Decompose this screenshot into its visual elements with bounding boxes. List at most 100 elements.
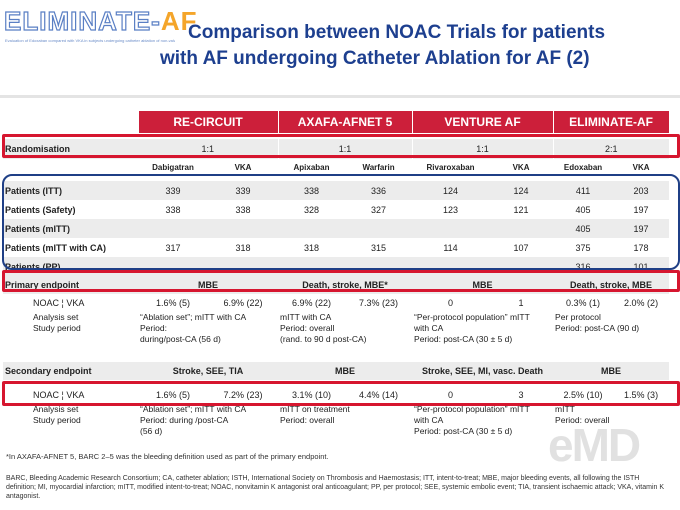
cell: 2.0% (2) [624, 298, 659, 308]
header-divider [0, 95, 680, 98]
cell: 121 [513, 204, 529, 215]
cell [278, 219, 346, 238]
secondary-analysis-row: Analysis set Study period “Ablation set”;… [3, 404, 669, 450]
cell: mITT with CA Period: overall (rand. to 9… [280, 312, 367, 344]
primary-endpoint-highlight [2, 270, 680, 292]
cell: MBE [553, 362, 670, 380]
cell: 197 [633, 204, 649, 215]
cell: mITT on treatment Period: overall [280, 404, 350, 425]
cell: 2:1 [552, 139, 670, 159]
cell [3, 159, 138, 175]
cell: 1 [518, 298, 524, 308]
cell: 3.1% (10) [292, 390, 332, 400]
cell: 338 [235, 204, 251, 215]
row-label: NOAC ¦ VKA [33, 390, 85, 400]
trial-name: VENTURE AF [412, 111, 554, 133]
cell: 1.5% (3) [624, 390, 659, 400]
cell: 197 [613, 219, 670, 238]
drug-name: VKA [512, 162, 530, 172]
cell: Per protocol Period: post-CA (90 d) [555, 312, 640, 333]
cell: 123 [443, 204, 459, 215]
cell: 327 [371, 204, 387, 215]
row-label: NOAC ¦ VKA [33, 298, 85, 308]
cell: 318 [304, 242, 320, 253]
cell: 0 [448, 298, 454, 308]
secondary-noac-highlight [2, 381, 680, 406]
cell: 336 [345, 181, 413, 200]
cell: 0 [448, 390, 454, 400]
row-label: Analysis set Study period [3, 404, 138, 450]
cell: 375 [575, 242, 591, 253]
analysis-set-label: Analysis set [33, 312, 79, 322]
trial-name: RE-CIRCUIT [138, 111, 279, 133]
cell: 328 [304, 204, 320, 215]
slide-title-line1: Comparison between NOAC Trials for patie… [188, 22, 606, 43]
row-label: Secondary endpoint [3, 362, 138, 380]
cell: 114 [443, 242, 458, 253]
cell [489, 219, 554, 238]
row-label: Patients (mITT with CA) [5, 242, 106, 253]
secondary-endpoint-row: Secondary endpoint Stroke, SEE, TIA MBE … [3, 362, 670, 380]
cell: 317 [165, 242, 181, 253]
primary-noac-vka-row: NOAC ¦ VKA 1.6% (5) 6.9% (22) 6.9% (22) 7.… [3, 294, 669, 312]
cell: 338 [165, 204, 181, 215]
study-period-label: Study period [33, 415, 81, 425]
row-label: Patients (Safety) [5, 204, 76, 215]
trial-name: ELIMINATE-AF [553, 111, 670, 133]
cell: 1.6% (5) [155, 390, 190, 400]
cell: Stroke, SEE, TIA [138, 362, 279, 380]
cell: mITT Period: overall [555, 404, 610, 425]
cell: 2.5% (10) [563, 390, 603, 400]
drug-name: Apixaban [293, 162, 330, 172]
cell: 6.9% (22) [292, 298, 332, 308]
row-label: Analysis set Study period [3, 312, 138, 362]
cell: 1:1 [277, 139, 413, 159]
cell: 411 [553, 181, 614, 200]
cell: 318 [235, 242, 251, 253]
patients-row: Patients (Safety) 338 338 328 327 123 121 4… [3, 200, 669, 219]
cell: 338 [278, 181, 346, 200]
patients-row: Patients (ITT) 339 339 338 336 124 124 411 2… [3, 181, 670, 200]
row-label: Randomisation [3, 139, 138, 159]
cell: 315 [371, 242, 387, 253]
study-period-label: Study period [33, 323, 81, 333]
patients-row: Patients (mITT) 405 197 [3, 219, 670, 238]
cell: 7.2% (23) [223, 390, 263, 400]
cell: “Ablation set”; mITT with CA Period: dur… [140, 312, 247, 344]
cell: 405 [553, 219, 614, 238]
cell: 178 [633, 242, 649, 253]
logo-tagline: Evaluation of Edoxaban compared with VKA… [5, 38, 175, 43]
cell: “Per-protocol population” mITT with CA P… [414, 404, 530, 436]
cell [138, 219, 208, 238]
cell: 339 [138, 181, 208, 200]
cell: 107 [513, 242, 529, 253]
drug-name: VKA [632, 162, 650, 172]
secondary-noac-vka-row: NOAC ¦ VKA 1.6% (5) 7.2% (23) 3.1% (10) 4.… [3, 386, 669, 404]
cell: 4.4% (14) [359, 390, 399, 400]
cell: 1:1 [138, 139, 279, 159]
cell: 203 [613, 181, 670, 200]
cell: 405 [575, 204, 591, 215]
cell: 7.3% (23) [359, 298, 399, 308]
cell: 124 [489, 181, 554, 200]
cell: “Ablation set”; mITT with CA Period: dur… [140, 404, 247, 436]
cell [345, 219, 413, 238]
cell: MBE [278, 362, 413, 380]
trial-header-row: RE-CIRCUIT AXAFA-AFNET 5 VENTURE AF ELIM… [3, 111, 670, 133]
drug-name: Dabigatran [152, 162, 194, 172]
patients-highlight [2, 174, 680, 270]
row-label: Patients (mITT) [3, 219, 138, 238]
cell: Stroke, SEE, MI, vasc. Death [412, 362, 554, 380]
cell: 124 [412, 181, 490, 200]
trial-name: AXAFA-AFNET 5 [278, 111, 413, 133]
cell: 0.3% (1) [566, 298, 601, 308]
drug-name: VKA [234, 162, 252, 172]
randomisation-highlight [2, 134, 680, 158]
logo-wordmark: ELIMINATE-AF [3, 5, 198, 36]
primary-analysis-row: Analysis set Study period “Ablation set”;… [3, 312, 669, 362]
header-blank [3, 111, 139, 133]
analysis-set-label: Analysis set [33, 404, 79, 414]
patients-row: Patients (mITT with CA) 317 318 318 315 11… [3, 238, 669, 257]
row-label: Patients (ITT) [3, 181, 138, 200]
randomisation-row: Randomisation 1:1 1:1 1:1 2:1 [3, 139, 670, 159]
